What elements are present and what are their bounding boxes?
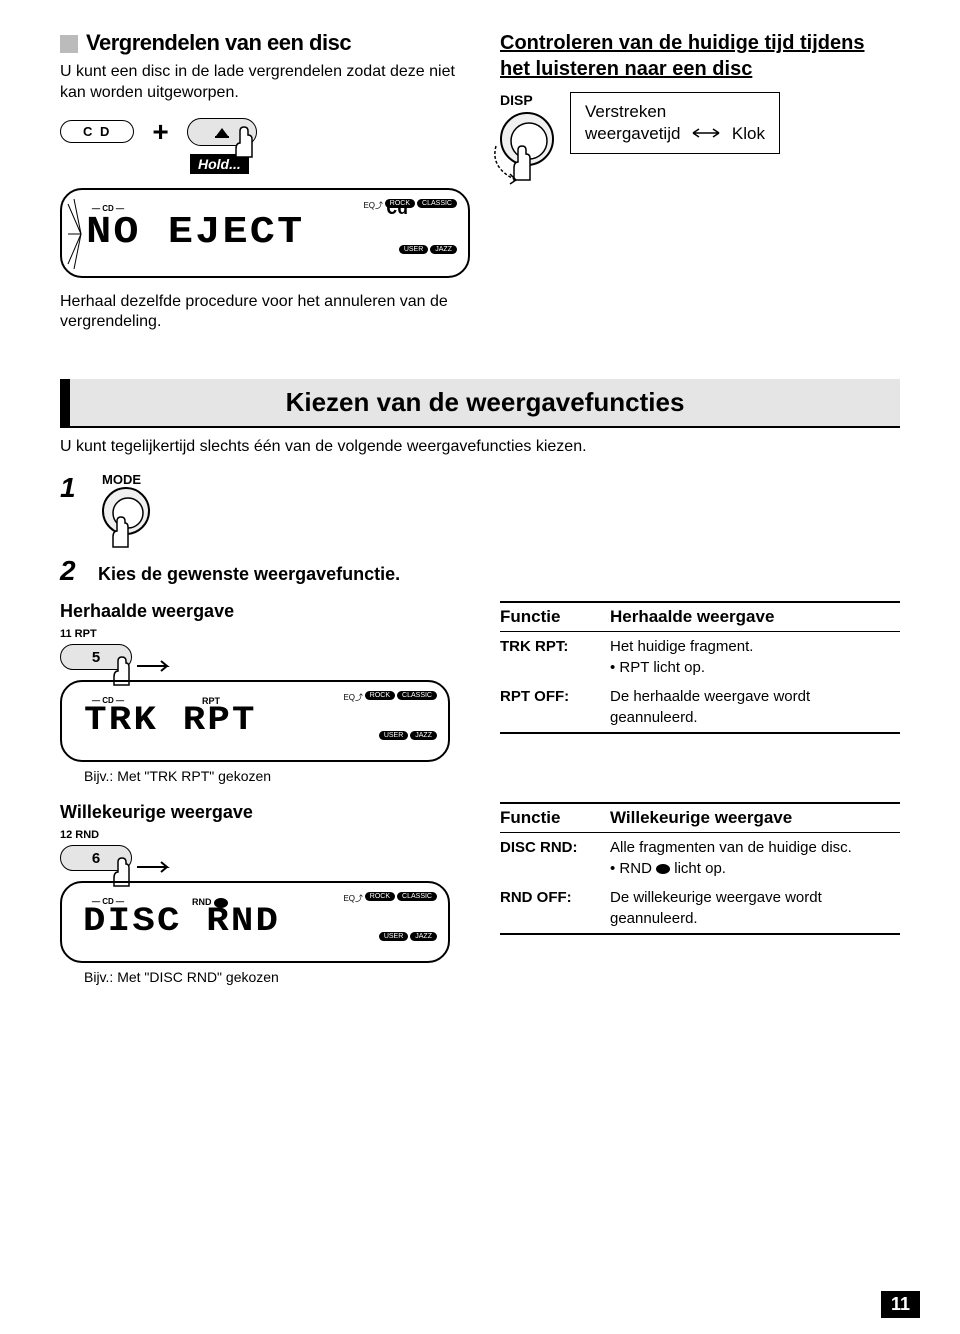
- finger-press-icon: [230, 125, 258, 159]
- rnd-bullet-pre: • RND: [610, 860, 652, 877]
- eq-user: USER: [379, 932, 408, 941]
- display-text: TRK RPT: [84, 702, 257, 740]
- eq-preset-labels: ROCKCLASSIC USERJAZZ: [364, 690, 438, 741]
- step-1-number: 1: [60, 472, 90, 504]
- section3-bar-title: Kiezen van de weergavefuncties: [60, 379, 900, 428]
- box-klok: Klok: [732, 124, 765, 143]
- table-header-mode: Willekeurige weergave: [610, 808, 792, 828]
- mode-knob[interactable]: [102, 487, 150, 535]
- eq-jazz: JAZZ: [410, 932, 437, 941]
- rpt-off-desc: De herhaalde weergave wordt geannuleerd.: [610, 686, 900, 728]
- arrow-right-icon: [135, 860, 173, 874]
- eq-classic: CLASSIC: [397, 892, 437, 901]
- trk-rpt-desc: Het huidige fragment.: [610, 638, 753, 655]
- double-arrow-icon: [691, 123, 721, 145]
- random-function-table: Functie Willekeurige weergave DISC RND: …: [500, 802, 900, 935]
- repeat-function-table: Functie Herhaalde weergave TRK RPT: Het …: [500, 601, 900, 734]
- section1-title-text: Vergrendelen van een disc: [86, 30, 351, 55]
- random-heading: Willekeurige weergave: [60, 802, 470, 823]
- section3-desc: U kunt tegelijkertijd slechts één van de…: [60, 438, 900, 456]
- table-header-func: Functie: [500, 607, 610, 627]
- table-header-mode: Herhaalde weergave: [610, 607, 774, 627]
- disc-icon: [656, 864, 670, 874]
- preset-5-button[interactable]: 5: [60, 644, 132, 670]
- preset-6-num: 6: [92, 850, 100, 867]
- display-text: NO EJECT: [86, 211, 304, 254]
- klok-box: Verstreken weergavetijd Klok: [570, 92, 780, 154]
- eq-rock: ROCK: [365, 892, 395, 901]
- lcd-display-no-eject: ⎯⎯ CD ⎯⎯ EQ⤴ NO EJECT Cd ROCKCLASSIC USE…: [60, 188, 470, 278]
- repeat-heading: Herhaalde weergave: [60, 601, 470, 622]
- eq-jazz: JAZZ: [410, 731, 437, 740]
- disp-knob[interactable]: [500, 112, 554, 166]
- rnd-bullet-post: licht op.: [674, 860, 726, 877]
- disc-rnd-caption: Bijv.: Met "DISC RND" gekozen: [84, 969, 470, 985]
- trk-rpt-caption: Bijv.: Met "TRK RPT" gekozen: [84, 768, 470, 784]
- lcd-display-disc-rnd: ⎯⎯ CD ⎯⎯ RND EQ⤴ DISC RND ROCKCLASSIC US…: [60, 881, 450, 963]
- eq-indicator-icon: EQ⤴: [343, 893, 363, 904]
- eq-indicator-icon: EQ⤴: [363, 200, 383, 211]
- section2-title: Controleren van de huidige tijd tijdens …: [500, 30, 900, 82]
- preset-6-button[interactable]: 6: [60, 845, 132, 871]
- preset-11-label: 11 RPT: [60, 628, 470, 640]
- step2-text: Kies de gewenste weergavefunctie.: [98, 564, 400, 585]
- eject-underline-icon: [215, 136, 229, 138]
- eq-preset-labels: ROCKCLASSIC USERJAZZ: [364, 891, 438, 942]
- display-text: DISC RND: [83, 903, 280, 941]
- lcd-display-trk-rpt: ⎯⎯ CD ⎯⎯ RPT EQ⤴ TRK RPT ROCKCLASSIC USE…: [60, 680, 450, 762]
- cd-button[interactable]: C D: [60, 120, 134, 143]
- finger-press-icon: [108, 515, 134, 551]
- eq-rock: ROCK: [365, 691, 395, 700]
- section1-title: Vergrendelen van een disc: [60, 30, 480, 56]
- repeat-procedure-text: Herhaal dezelfde procedure voor het annu…: [60, 292, 480, 334]
- eq-indicator-icon: EQ⤴: [343, 692, 363, 703]
- bullet-icon: [60, 35, 78, 53]
- mode-label: MODE: [102, 472, 150, 487]
- box-line2: weergavetijd: [585, 124, 680, 143]
- rpt-off-label: RPT OFF:: [500, 686, 610, 728]
- arrow-right-icon: [135, 659, 173, 673]
- disp-label: DISP: [500, 92, 554, 108]
- rnd-off-desc: De willekeurige weergave wordt geannulee…: [610, 887, 900, 929]
- eq-classic: CLASSIC: [397, 691, 437, 700]
- trk-rpt-bullet: • RPT licht op.: [610, 659, 705, 676]
- page-number: 11: [881, 1291, 920, 1318]
- eq-user: USER: [399, 245, 428, 254]
- section1-intro: U kunt een disc in de lade vergrendelen …: [60, 62, 480, 104]
- eq-user: USER: [379, 731, 408, 740]
- eject-button[interactable]: [187, 118, 257, 146]
- preset-5-num: 5: [92, 649, 100, 666]
- eject-icon: [216, 128, 228, 136]
- disc-rnd-desc: Alle fragmenten van de huidige disc.: [610, 839, 852, 856]
- box-line1: Verstreken: [585, 102, 666, 121]
- table-header-func: Functie: [500, 808, 610, 828]
- eq-jazz: JAZZ: [430, 245, 457, 254]
- trk-rpt-label: TRK RPT:: [500, 636, 610, 678]
- disc-rnd-label: DISC RND:: [500, 837, 610, 879]
- step-2-number: 2: [60, 555, 90, 587]
- eq-rock: ROCK: [385, 199, 415, 208]
- preset-12-label: 12 RND: [60, 829, 470, 841]
- rnd-off-label: RND OFF:: [500, 887, 610, 929]
- rotate-arrow-icon: [488, 138, 538, 188]
- plus-icon: +: [152, 116, 168, 148]
- eq-classic: CLASSIC: [417, 199, 457, 208]
- eq-preset-labels: ROCKCLASSIC USERJAZZ: [384, 198, 458, 255]
